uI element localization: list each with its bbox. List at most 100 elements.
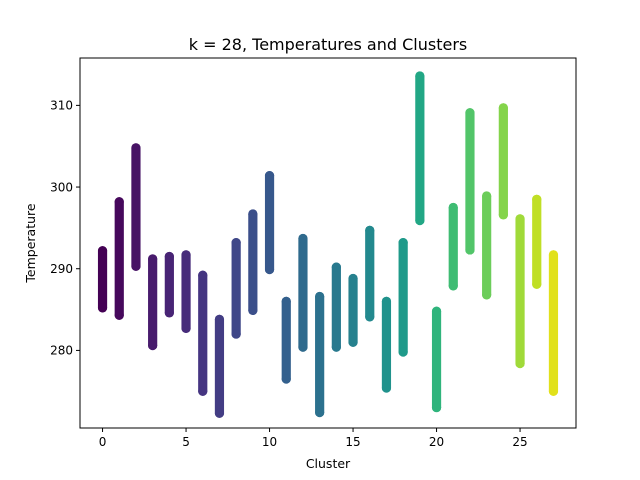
cluster-max-point xyxy=(381,296,392,306)
cluster-19-points xyxy=(415,71,425,226)
cluster-max-point xyxy=(248,209,258,219)
cluster-max-point xyxy=(198,270,208,280)
y-axis: 280 290 300 310 xyxy=(50,99,80,358)
cluster-min-point xyxy=(281,374,291,384)
cluster-max-point xyxy=(315,291,325,302)
plot-frame xyxy=(79,57,577,429)
cluster-4-points xyxy=(164,251,174,318)
y-tick-label: 300 xyxy=(50,180,73,194)
x-axis: 0 5 10 15 20 25 xyxy=(99,428,528,449)
cluster-0-points xyxy=(97,246,108,313)
cluster-max-point xyxy=(482,191,492,201)
cluster-max-point xyxy=(365,225,375,235)
x-tick-label: 0 xyxy=(99,435,107,449)
cluster-max-point xyxy=(398,237,408,248)
cluster-max-point xyxy=(548,250,559,260)
cluster-min-point xyxy=(131,261,141,271)
cluster-min-point xyxy=(348,337,358,347)
cluster-min-point xyxy=(398,347,408,357)
cluster-max-point xyxy=(97,246,108,256)
cluster-min-point xyxy=(181,323,191,333)
cluster-min-point xyxy=(298,342,308,352)
cluster-max-point xyxy=(164,251,174,262)
y-tick-label: 310 xyxy=(50,99,73,113)
cluster-max-point xyxy=(281,296,291,306)
cluster-min-point xyxy=(515,358,525,369)
cluster-max-point xyxy=(532,194,542,204)
cluster-3-points xyxy=(148,254,158,351)
cluster-max-point xyxy=(298,233,308,244)
cluster-min-point xyxy=(365,312,375,322)
cluster-25-points xyxy=(515,214,525,369)
cluster-12-points xyxy=(298,233,308,352)
cluster-max-point xyxy=(231,237,241,248)
cluster-10-points xyxy=(264,171,275,275)
cluster-min-point xyxy=(431,402,442,413)
chart-marks xyxy=(97,71,559,418)
cluster-17-points xyxy=(381,296,392,393)
cluster-max-point xyxy=(515,214,525,224)
cluster-min-point xyxy=(415,215,425,226)
cluster-22-points xyxy=(465,108,475,255)
cluster-max-point xyxy=(264,171,275,181)
cluster-18-points xyxy=(398,237,408,357)
y-tick-label: 280 xyxy=(50,344,73,358)
cluster-15-points xyxy=(348,273,358,347)
cluster-23-points xyxy=(482,191,492,300)
cluster-max-point xyxy=(348,273,358,284)
cluster-min-point xyxy=(264,264,275,275)
cluster-max-point xyxy=(214,314,225,324)
cluster-max-point xyxy=(331,262,341,272)
x-tick-label: 5 xyxy=(182,435,190,449)
cluster-min-point xyxy=(498,210,508,220)
y-tick-label: 290 xyxy=(50,262,73,276)
chart-title: k = 28, Temperatures and Clusters xyxy=(189,35,467,54)
x-tick-label: 10 xyxy=(262,435,277,449)
x-tick-label: 15 xyxy=(345,435,360,449)
cluster-min-point xyxy=(97,303,108,313)
cluster-min-point xyxy=(381,383,392,393)
cluster-6-points xyxy=(198,270,208,396)
cluster-min-point xyxy=(214,408,225,418)
cluster-min-point xyxy=(465,245,475,255)
cluster-2-points xyxy=(131,143,141,271)
cluster-26-points xyxy=(532,194,542,289)
cluster-21-points xyxy=(448,202,458,291)
cluster-max-point xyxy=(431,306,442,316)
cluster-11-points xyxy=(281,296,291,384)
cluster-min-point xyxy=(448,281,458,291)
cluster-5-points xyxy=(181,250,191,333)
cluster-min-point xyxy=(331,342,341,352)
cluster-min-point xyxy=(315,407,325,418)
cluster-min-point xyxy=(248,305,258,315)
cluster-max-point xyxy=(181,250,191,260)
cluster-max-point xyxy=(114,197,124,207)
cluster-14-points xyxy=(331,262,341,352)
cluster-1-points xyxy=(114,197,124,320)
x-tick-label: 20 xyxy=(429,435,444,449)
cluster-max-point xyxy=(131,143,141,153)
y-axis-label: Temperature xyxy=(23,203,38,283)
cluster-max-point xyxy=(498,103,508,113)
cluster-min-point xyxy=(231,329,241,339)
cluster-9-points xyxy=(248,209,258,315)
cluster-min-point xyxy=(114,310,124,320)
x-tick-label: 25 xyxy=(512,435,527,449)
cluster-min-point xyxy=(148,340,158,351)
cluster-max-point xyxy=(148,254,158,264)
cluster-27-points xyxy=(548,250,559,396)
cluster-24-points xyxy=(498,103,508,220)
cluster-max-point xyxy=(415,71,425,81)
cluster-7-points xyxy=(214,314,225,418)
cluster-min-point xyxy=(198,386,208,396)
x-axis-label: Cluster xyxy=(306,456,351,471)
cluster-16-points xyxy=(365,225,375,322)
cluster-min-point xyxy=(548,386,559,396)
cluster-max-point xyxy=(465,108,475,118)
cluster-max-point xyxy=(448,202,458,213)
cluster-13-points xyxy=(315,291,325,418)
cluster-min-point xyxy=(532,279,542,289)
cluster-min-point xyxy=(482,290,492,300)
cluster-min-point xyxy=(164,308,174,318)
